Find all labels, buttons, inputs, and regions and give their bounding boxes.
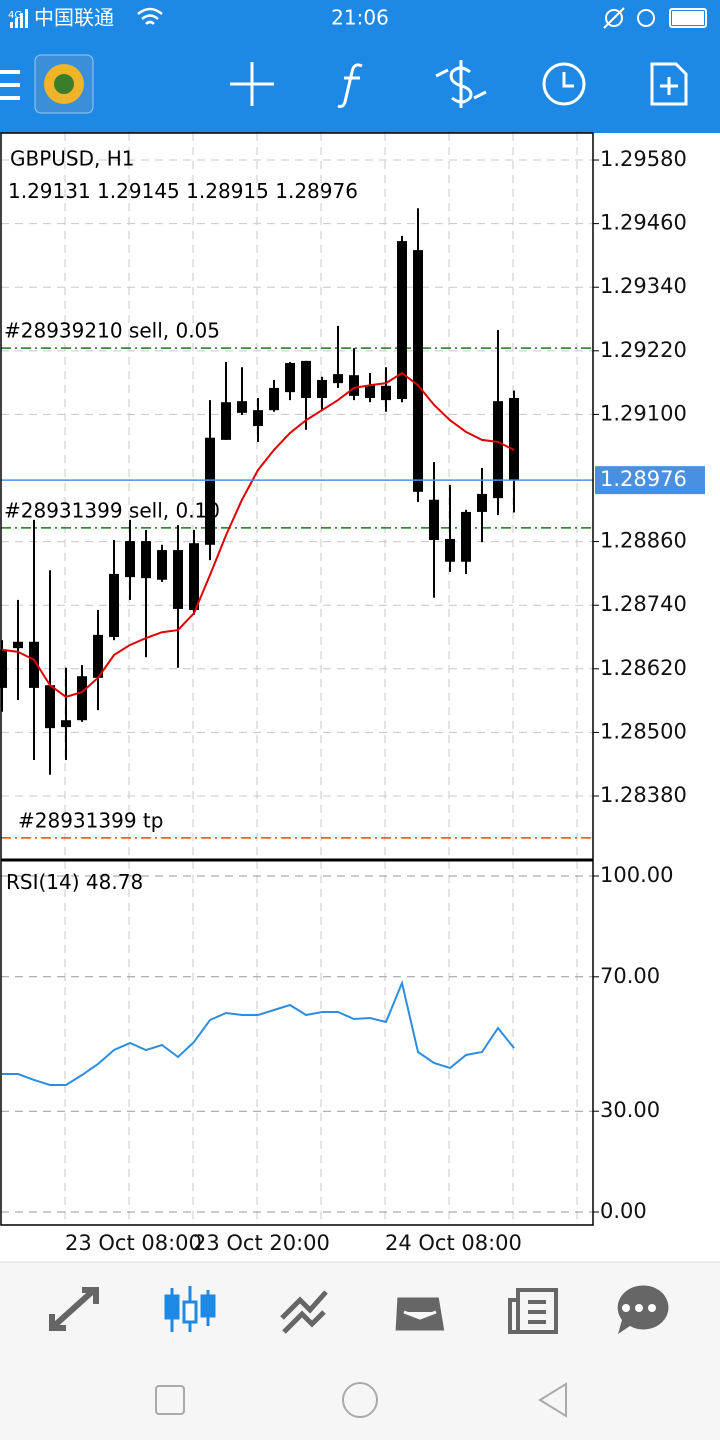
candle-body <box>189 543 199 610</box>
candle-body <box>461 511 471 562</box>
candle-body <box>237 401 247 413</box>
open-value: 1.29131 <box>8 179 91 203</box>
candle-body <box>61 720 71 728</box>
menu-button[interactable] <box>0 70 20 100</box>
candle-body <box>45 685 55 729</box>
status-icons <box>603 7 707 29</box>
chart-tab[interactable] <box>164 1286 216 1332</box>
candle-body <box>253 410 263 427</box>
period-button[interactable] <box>542 62 586 106</box>
candle-body <box>13 641 23 649</box>
candle-body <box>109 573 119 638</box>
close-value: 1.28976 <box>275 179 358 203</box>
y-tick-label: 1.29580 <box>600 147 687 171</box>
order-label: #28931399 sell, 0.10 <box>4 498 220 522</box>
chart: 1.29580 1.29460 1.29340 1.29220 1.29100 1.288… <box>0 133 705 1255</box>
news-tab[interactable] <box>508 1288 558 1334</box>
candle-body <box>93 634 103 678</box>
back-button[interactable] <box>538 1382 567 1418</box>
candle-body <box>509 397 519 481</box>
rsi-title: RSI(14) 48.78 <box>6 870 143 894</box>
quotes-tab[interactable] <box>49 1287 99 1331</box>
candle-body <box>29 641 39 688</box>
trade-tab[interactable] <box>280 1290 328 1334</box>
y-tick-label: 1.28860 <box>600 529 687 553</box>
clock: 21:06 <box>331 6 389 30</box>
candle-body <box>205 437 215 545</box>
y-tick-label: 1.28620 <box>600 656 687 680</box>
x-tick-label: 24 Oct 08:00 <box>385 1231 522 1255</box>
candle-body <box>333 374 343 384</box>
crosshair-button[interactable] <box>230 62 274 106</box>
app-logo-center <box>54 74 74 94</box>
y-tick-label: 1.28740 <box>600 592 687 616</box>
candle-body <box>77 676 87 721</box>
y-tick-label: 0.00 <box>600 1199 647 1223</box>
candle-body <box>285 363 295 393</box>
y-tick-label: 1.29100 <box>600 401 687 425</box>
chat-tab[interactable] <box>617 1285 669 1334</box>
y-tick-label: 70.00 <box>600 964 660 988</box>
recents-button[interactable] <box>155 1385 185 1415</box>
y-tick-label: 100.00 <box>600 863 673 887</box>
x-tick-label: 23 Oct 20:00 <box>193 1231 330 1255</box>
candle-body <box>269 387 279 411</box>
candle-body <box>429 499 439 541</box>
candle-body <box>157 550 167 580</box>
candle-body <box>173 550 183 609</box>
y-tick-label: 1.28380 <box>600 783 687 807</box>
signal-icon <box>10 9 28 28</box>
low-value: 1.28915 <box>186 179 269 203</box>
y-tick-label: 1.29220 <box>600 338 687 362</box>
moving-average <box>1 371 515 698</box>
candle-body <box>317 379 327 398</box>
new-order-button[interactable] <box>650 62 688 106</box>
trade-button[interactable] <box>435 60 487 108</box>
indicators-button[interactable] <box>337 63 363 108</box>
candle-body <box>413 250 423 492</box>
order-label: #28939210 sell, 0.05 <box>4 319 220 343</box>
bottom-nav <box>0 1262 720 1440</box>
candle-body <box>0 649 7 688</box>
x-tick-label: 23 Oct 08:00 <box>65 1231 202 1255</box>
wifi-icon <box>137 7 163 25</box>
order-label: #28931399 tp <box>18 808 163 832</box>
y-tick-label: 30.00 <box>600 1098 660 1122</box>
candle-body <box>141 541 151 579</box>
candle-body <box>301 360 311 398</box>
y-tick-label: 1.29460 <box>600 211 687 235</box>
candle-body <box>221 402 231 440</box>
history-tab[interactable] <box>392 1294 448 1334</box>
network: 4G <box>8 10 22 21</box>
candle-body <box>493 401 503 499</box>
rsi-line <box>2 979 515 1086</box>
candle-body <box>365 385 375 398</box>
candle-body <box>445 538 455 562</box>
candle-body <box>477 493 487 512</box>
candle-body <box>125 541 135 578</box>
rsi-name: RSI(14) <box>6 870 80 894</box>
chart-title: GBPUSD, H1 <box>10 147 135 171</box>
candle-body <box>349 375 359 396</box>
current-price-tag <box>595 466 705 495</box>
chart-frame <box>0 132 594 1226</box>
y-tick-label: 1.28500 <box>600 719 687 743</box>
current-price-label: 1.28976 <box>600 467 687 491</box>
ohlc-values: 1.29131 1.29145 1.28915 1.28976 <box>8 179 358 203</box>
rsi-value: 48.78 <box>86 870 143 894</box>
y-tick-label: 1.29340 <box>600 274 687 298</box>
candle-body <box>397 241 407 400</box>
candle-body <box>381 385 391 401</box>
high-value: 1.29145 <box>97 179 180 203</box>
home-button[interactable] <box>342 1382 378 1418</box>
carrier: 中国联通 <box>34 6 114 30</box>
